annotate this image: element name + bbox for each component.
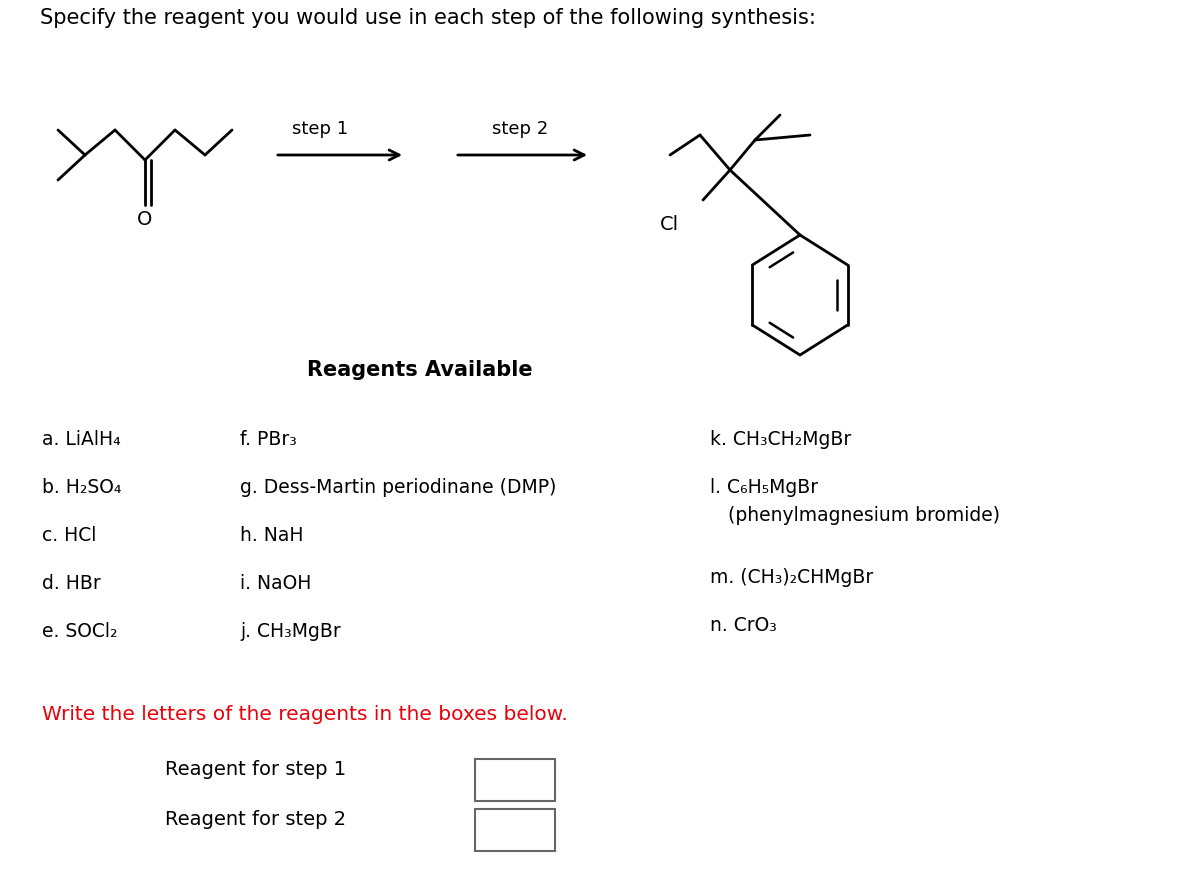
Text: n. CrO₃: n. CrO₃ — [710, 616, 776, 635]
Text: a. LiAlH₄: a. LiAlH₄ — [42, 430, 121, 449]
Text: i. NaOH: i. NaOH — [240, 574, 311, 593]
Text: O: O — [137, 210, 152, 229]
Text: c. HCl: c. HCl — [42, 526, 96, 545]
Text: k. CH₃CH₂MgBr: k. CH₃CH₂MgBr — [710, 430, 851, 449]
Text: Reagents Available: Reagents Available — [307, 360, 533, 380]
Text: h. NaH: h. NaH — [240, 526, 304, 545]
Text: l. C₆H₅MgBr: l. C₆H₅MgBr — [710, 478, 818, 497]
Text: Specify the reagent you would use in each step of the following synthesis:: Specify the reagent you would use in eac… — [40, 8, 816, 28]
Text: step 1: step 1 — [292, 120, 348, 138]
Bar — [475, 809, 554, 851]
Text: step 2: step 2 — [492, 120, 548, 138]
Text: e. SOCl₂: e. SOCl₂ — [42, 622, 118, 641]
Text: Cl: Cl — [660, 215, 679, 234]
Text: g. Dess-Martin periodinane (DMP): g. Dess-Martin periodinane (DMP) — [240, 478, 557, 497]
Text: m. (CH₃)₂CHMgBr: m. (CH₃)₂CHMgBr — [710, 568, 874, 587]
Text: f. PBr₃: f. PBr₃ — [240, 430, 296, 449]
Text: b. H₂SO₄: b. H₂SO₄ — [42, 478, 121, 497]
Text: Reagent for step 2: Reagent for step 2 — [166, 810, 346, 829]
Text: Write the letters of the reagents in the boxes below.: Write the letters of the reagents in the… — [42, 705, 568, 724]
Text: Reagent for step 1: Reagent for step 1 — [166, 760, 346, 779]
Text: d. HBr: d. HBr — [42, 574, 101, 593]
Text: (phenylmagnesium bromide): (phenylmagnesium bromide) — [728, 506, 1000, 525]
Text: j. CH₃MgBr: j. CH₃MgBr — [240, 622, 341, 641]
Bar — [475, 759, 554, 801]
